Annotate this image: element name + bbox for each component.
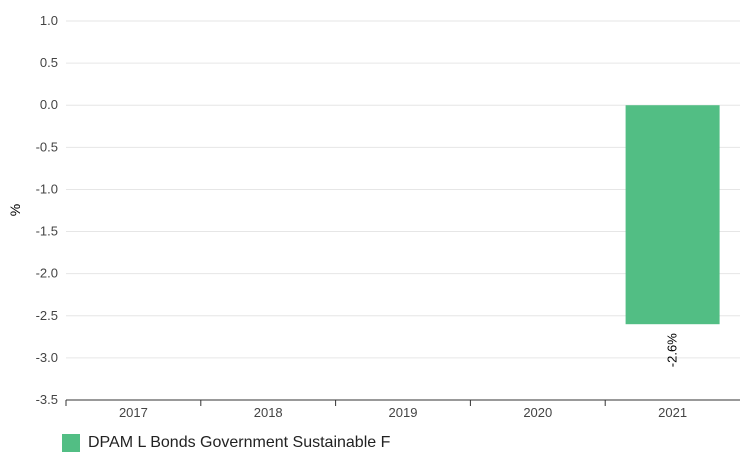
y-tick-label: 0.0 [40,97,58,112]
bar-data-label: -2.6% [665,333,680,367]
legend-swatch [62,434,80,452]
y-tick-label: -2.0 [36,266,58,281]
x-tick-label: 2020 [523,405,552,420]
x-tick-label: 2017 [119,405,148,420]
legend: DPAM L Bonds Government Sustainable F [62,434,390,452]
y-tick-label: -0.5 [36,139,58,154]
bar [625,105,720,325]
y-axis-ticks: 1.0 0.5 0.0 -0.5 -1.0 -1.5 -2.0 -2.5 -3.0 -3.5 [36,13,58,407]
y-tick-label: 0.5 [40,55,58,70]
x-tick-label: 2018 [254,405,283,420]
y-axis-title: % [7,204,23,216]
y-tick-label: 1.0 [40,13,58,28]
y-tick-label: -3.0 [36,350,58,365]
x-axis: 2017 2018 2019 2020 2021 [65,399,740,420]
y-tick-label: -2.5 [36,308,58,323]
x-tick-label: 2021 [658,405,687,420]
y-tick-label: -3.5 [36,392,58,407]
legend-label: DPAM L Bonds Government Sustainable F [88,434,391,451]
gridlines [66,20,740,359]
y-tick-label: -1.5 [36,224,58,239]
x-tick-label: 2019 [389,405,418,420]
data-labels: -2.6% [665,333,680,367]
y-tick-label: -1.0 [36,181,58,196]
bars [625,105,720,325]
